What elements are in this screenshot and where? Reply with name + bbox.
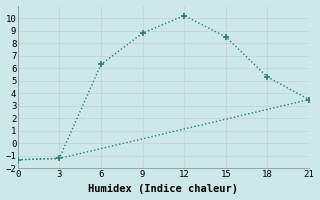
- X-axis label: Humidex (Indice chaleur): Humidex (Indice chaleur): [88, 184, 238, 194]
